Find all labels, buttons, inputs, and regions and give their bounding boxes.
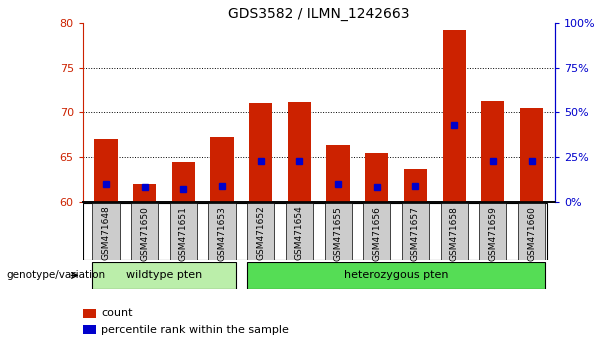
Bar [131,203,158,260]
Bar [210,137,234,202]
Text: GSM471653: GSM471653 [218,206,227,261]
Bar [404,169,427,202]
Bar [520,108,543,202]
Bar [443,30,466,202]
Bar [170,203,197,260]
Bar [249,103,272,202]
Text: genotype/variation: genotype/variation [6,270,105,280]
Text: GSM471651: GSM471651 [179,206,188,261]
Text: GSM471652: GSM471652 [256,206,265,261]
Bar [365,153,389,202]
Text: GSM471654: GSM471654 [295,206,304,261]
Text: count: count [101,308,132,318]
Text: heterozygous pten: heterozygous pten [344,270,448,280]
Bar [172,161,195,202]
Bar [286,203,313,260]
Bar [93,203,120,260]
Bar [481,101,504,202]
Bar [93,262,235,289]
Bar [364,203,390,260]
Text: GSM471656: GSM471656 [372,206,381,261]
Bar [83,325,96,334]
Text: GSM471657: GSM471657 [411,206,420,261]
Bar [133,184,156,202]
Text: GSM471658: GSM471658 [450,206,459,261]
Bar [83,309,96,318]
Bar [288,102,311,202]
Text: GSM471660: GSM471660 [527,206,536,261]
Bar [402,203,429,260]
Text: GSM471655: GSM471655 [333,206,343,261]
Bar [327,144,349,202]
Bar [518,203,545,260]
Bar [479,203,506,260]
Bar [324,203,352,260]
Bar [247,203,274,260]
Text: GSM471648: GSM471648 [102,206,110,261]
Text: GSM471650: GSM471650 [140,206,149,261]
Bar [208,203,235,260]
Bar [247,262,545,289]
Text: percentile rank within the sample: percentile rank within the sample [101,325,289,335]
Bar [441,203,468,260]
Text: wildtype pten: wildtype pten [126,270,202,280]
Text: GSM471659: GSM471659 [489,206,497,261]
Bar [94,139,118,202]
Title: GDS3582 / ILMN_1242663: GDS3582 / ILMN_1242663 [228,7,409,21]
